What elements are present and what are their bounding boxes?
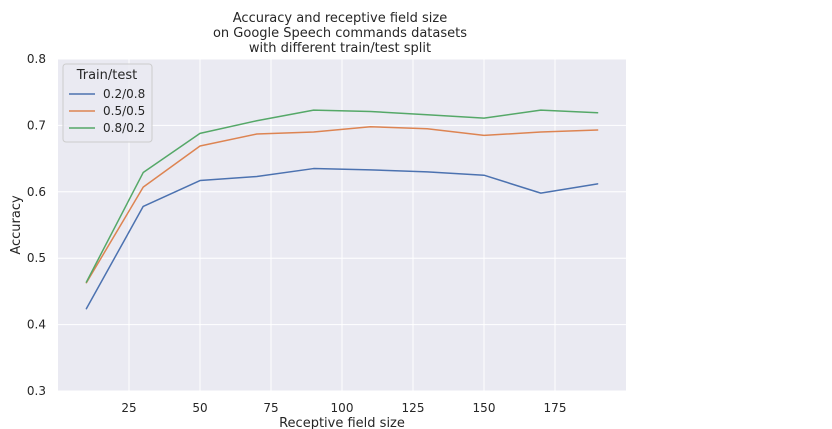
x-tick-label: 175 — [544, 401, 567, 415]
x-tick-label: 50 — [192, 401, 207, 415]
legend-label-2: 0.8/0.2 — [103, 121, 145, 135]
series-lines — [85, 109, 599, 310]
chart-title-line-1: Accuracy and receptive field size — [233, 11, 447, 26]
x-tick-label: 125 — [402, 401, 425, 415]
legend-label-0: 0.2/0.8 — [103, 87, 145, 101]
y-tick-label: 0.3 — [27, 384, 46, 398]
x-tick-label: 100 — [331, 401, 354, 415]
y-tick-labels: 0.3 0.4 0.5 0.6 0.7 0.8 — [27, 52, 46, 398]
series-line-0 — [85, 167, 599, 310]
chart-title-line-2: on Google Speech commands datasets — [213, 26, 467, 41]
legend-label-1: 0.5/0.5 — [103, 104, 145, 118]
y-tick-label: 0.8 — [27, 52, 46, 66]
x-tick-label: 25 — [121, 401, 136, 415]
y-tick-label: 0.7 — [27, 118, 46, 132]
legend-title: Train/test — [76, 68, 138, 83]
series-line-2 — [85, 109, 599, 283]
x-tick-labels: 25 50 75 100 125 150 175 — [121, 401, 566, 415]
grid-lines — [58, 58, 626, 392]
series-line-1 — [85, 125, 599, 284]
y-axis-label: Accuracy — [9, 195, 24, 255]
legend-box — [62, 63, 153, 143]
y-tick-label: 0.5 — [27, 251, 46, 265]
y-tick-label: 0.4 — [27, 318, 46, 332]
x-tick-label: 150 — [473, 401, 496, 415]
chart-title-line-3: with different train/test split — [249, 41, 431, 56]
chart-title: Accuracy and receptive field size on Goo… — [213, 11, 467, 56]
x-axis-label: Receptive field size — [279, 416, 405, 429]
legend: Train/test 0.2/0.8 0.5/0.5 0.8/0.2 — [62, 63, 153, 143]
x-tick-label: 75 — [263, 401, 278, 415]
legend-items: 0.2/0.8 0.5/0.5 0.8/0.2 — [69, 87, 145, 135]
y-tick-label: 0.6 — [27, 185, 46, 199]
